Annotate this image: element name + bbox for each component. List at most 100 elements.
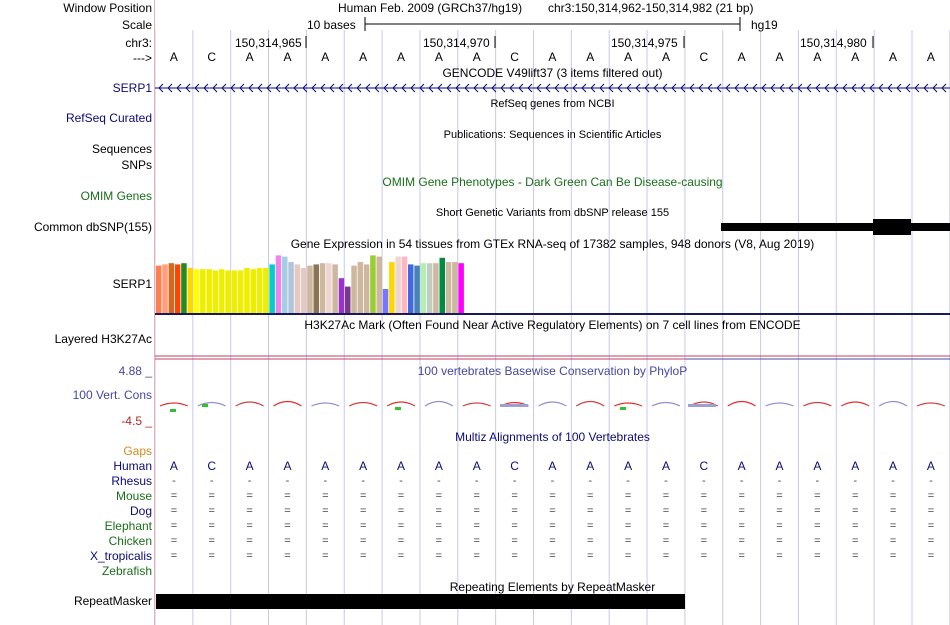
sequence-base: A	[775, 50, 784, 64]
alignment-symbol: =	[700, 505, 708, 517]
strand-arrow	[158, 83, 164, 93]
strand-arrow	[815, 83, 821, 93]
alignment-symbol: =	[170, 550, 178, 562]
alignment-symbol: =	[814, 550, 821, 562]
gtex-tissue-bar	[408, 264, 414, 313]
strand-arrow	[779, 83, 785, 93]
refseq-track-title[interactable]: RefSeq genes from NCBI	[490, 98, 615, 110]
alignment-symbol: =	[473, 520, 480, 532]
refseq-curated-label[interactable]: RefSeq Curated	[65, 111, 152, 125]
strand-arrow	[743, 83, 749, 93]
strand-arrow	[248, 83, 254, 93]
gtex-tissue-bar	[219, 269, 225, 313]
dbsnp-track-title[interactable]: Short Genetic Variants from dbSNP releas…	[435, 207, 670, 219]
layered-h3k27ac-label[interactable]: Layered H3K27Ac	[54, 332, 152, 346]
alignment-symbol: =	[927, 535, 935, 547]
gtex-tissue-bar	[193, 269, 200, 313]
human-alignment-base: A	[851, 459, 860, 473]
alignment-symbol: =	[814, 520, 821, 532]
strand-arrow	[473, 83, 479, 93]
phylop-score-curve	[386, 401, 416, 407]
gtex-tissue-bar	[300, 268, 307, 313]
gtex-track-title[interactable]: Gene Expression in 54 tissues from GTEx …	[290, 237, 815, 251]
alignment-symbol: =	[473, 490, 480, 502]
gencode-track-title[interactable]: GENCODE V49lift37 (3 items filtered out)	[442, 66, 663, 80]
alignment-symbol: -	[550, 475, 555, 487]
alignment-symbol: =	[662, 505, 670, 517]
dbsnp-variant-bar	[721, 223, 950, 231]
species-label-x-tropicalis[interactable]: X_tropicalis	[89, 549, 152, 563]
alignment-symbol: =	[549, 490, 556, 502]
phylop-track-title[interactable]: 100 vertebrates Basewise Conservation by…	[417, 364, 688, 378]
strand-arrow	[527, 83, 533, 93]
human-alignment-base: A	[397, 459, 406, 473]
gtex-tissue-bar	[174, 264, 181, 313]
species-label-dog[interactable]: Dog	[129, 504, 152, 518]
alignment-symbol: =	[889, 520, 897, 532]
strand-arrow	[662, 83, 668, 93]
alignment-symbol: =	[397, 505, 405, 517]
strand-arrow	[833, 83, 839, 93]
species-label-zebrafish[interactable]: Zebrafish	[101, 564, 152, 578]
alignment-symbol: =	[359, 520, 367, 532]
chromosome-label: chr3:	[125, 36, 152, 50]
vert-cons-label[interactable]: 100 Vert. Cons	[72, 388, 152, 402]
species-label-chicken[interactable]: Chicken	[108, 534, 152, 548]
strand-arrow	[392, 83, 398, 93]
snps-label[interactable]: SNPs	[121, 158, 152, 172]
species-label-elephant[interactable]: Elephant	[104, 519, 152, 533]
gtex-tissue-bar	[288, 262, 294, 313]
alignment-symbol: =	[852, 505, 859, 517]
alignment-symbol: -	[588, 475, 593, 487]
multiz-track-title[interactable]: Multiz Alignments of 100 Vertebrates	[455, 430, 650, 444]
alignment-symbol: -	[172, 475, 176, 487]
alignment-symbol: =	[889, 490, 897, 502]
human-alignment-base: A	[586, 459, 595, 473]
scale-label: Scale	[121, 18, 152, 32]
alignment-symbol: -	[437, 475, 441, 487]
alignment-symbol: =	[397, 490, 405, 502]
human-alignment-base: C	[207, 459, 217, 473]
gtex-serp1-label[interactable]: SERP1	[112, 277, 152, 291]
species-label-mouse[interactable]: Mouse	[115, 489, 152, 503]
strand-arrow	[167, 83, 173, 93]
strand-arrow	[860, 83, 866, 93]
species-label-human[interactable]: Human	[113, 459, 152, 473]
omim-genes-label[interactable]: OMIM Genes	[80, 189, 152, 203]
sequences-label[interactable]: Sequences	[91, 142, 152, 156]
repeatmasker-label[interactable]: RepeatMasker	[73, 594, 152, 608]
phylop-conserved-mark	[395, 407, 401, 410]
human-alignment-base: A	[321, 459, 330, 473]
alignment-symbol: -	[285, 475, 290, 487]
strand-arrow	[617, 83, 623, 93]
alignment-symbol: =	[208, 535, 215, 547]
alignment-symbol: =	[814, 490, 821, 502]
species-label-rhesus[interactable]: Rhesus	[111, 474, 152, 488]
strand-arrow	[671, 83, 677, 93]
alignment-symbol: =	[511, 550, 518, 562]
strand-arrow	[347, 83, 353, 93]
repeatmasker-track-title[interactable]: Repeating Elements by RepeatMasker	[449, 580, 656, 594]
alignment-symbol: =	[397, 520, 405, 532]
phylop-score-curve	[424, 400, 454, 407]
sequence-base: A	[169, 50, 178, 64]
h3k27ac-track-title[interactable]: H3K27Ac Mark (Often Found Near Active Re…	[304, 318, 801, 332]
gtex-tissue-bar	[351, 265, 357, 313]
alignment-symbol: =	[587, 505, 594, 517]
human-alignment-base: A	[661, 459, 670, 473]
strand-arrow	[914, 83, 920, 93]
publications-track-title[interactable]: Publications: Sequences in Scientific Ar…	[443, 129, 662, 141]
gtex-tissue-bar	[294, 264, 301, 313]
track-image-panel[interactable]: Human Feb. 2009 (GRCh37/hg19) chr3:150,3…	[155, 0, 950, 625]
strand-arrow	[896, 83, 902, 93]
alignment-symbol: -	[739, 475, 744, 487]
omim-track-title[interactable]: OMIM Gene Phenotypes - Dark Green Can Be…	[382, 175, 723, 189]
alignment-symbol: =	[246, 490, 253, 502]
gencode-serp1-label[interactable]: SERP1	[112, 81, 152, 95]
alignment-symbol: =	[359, 490, 367, 502]
gaps-label[interactable]: Gaps	[123, 444, 152, 458]
alignment-symbol: =	[700, 490, 708, 502]
common-dbsnp-label[interactable]: Common dbSNP(155)	[33, 220, 152, 234]
alignment-symbol: =	[889, 535, 897, 547]
alignment-symbol: =	[776, 550, 783, 562]
